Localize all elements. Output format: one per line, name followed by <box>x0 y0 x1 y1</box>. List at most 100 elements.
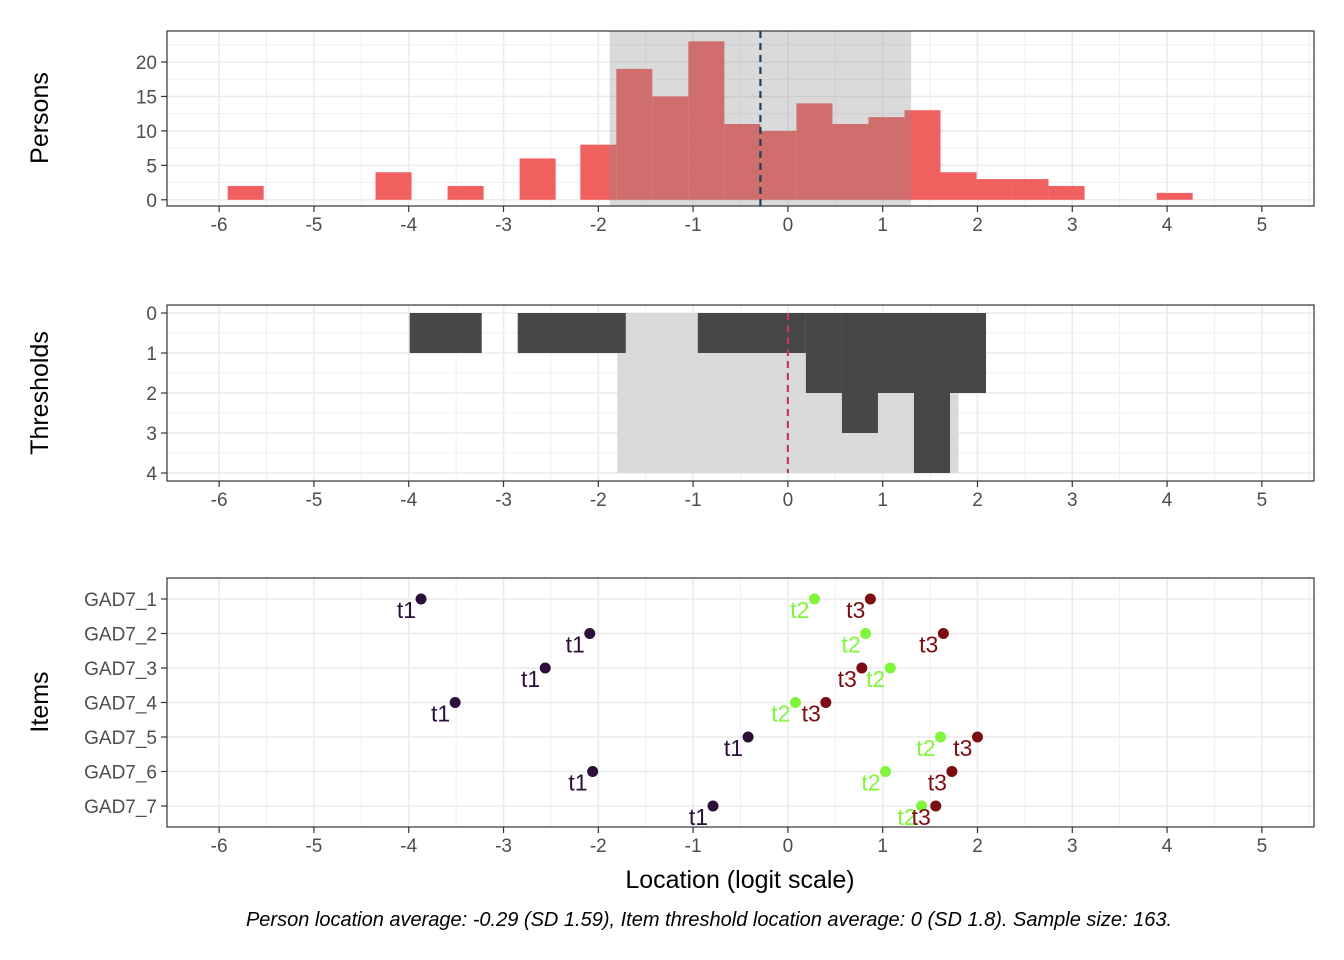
threshold-point-label: t2 <box>866 666 885 692</box>
threshold-point <box>415 593 427 605</box>
x-tick-label: 5 <box>1257 836 1268 857</box>
x-tick-label: -1 <box>685 836 702 857</box>
threshold-point <box>971 731 983 743</box>
person-bar <box>868 117 905 200</box>
y-tick-label: 3 <box>146 424 157 445</box>
x-tick-label: -3 <box>495 836 512 857</box>
person-bar <box>940 172 977 200</box>
x-tick-label: 4 <box>1162 490 1173 511</box>
threshold-point-label: t3 <box>846 597 865 623</box>
items-y-ticks: GAD7_1 GAD7_2 GAD7_3 GAD7_4 GAD7_5 GAD7_6 GAD7… <box>84 590 167 818</box>
x-tick-label: -6 <box>211 215 228 236</box>
threshold-point <box>539 662 551 674</box>
items-x-ticks: -6 -5 -4 -3 -2 -1 0 1 2 3 4 5 <box>211 827 1267 857</box>
threshold-point <box>937 628 949 639</box>
person-bar <box>580 144 617 200</box>
x-tick-label: -3 <box>495 490 512 511</box>
person-bar <box>227 186 264 200</box>
y-tick-label: 15 <box>136 87 157 108</box>
x-tick-label: -2 <box>590 836 607 857</box>
x-tick-label: -1 <box>685 490 702 511</box>
threshold-point-label: t1 <box>689 804 708 830</box>
x-tick-label: -2 <box>590 215 607 236</box>
y-tick-label: 10 <box>136 122 157 143</box>
threshold-point-label: t3 <box>838 666 857 692</box>
x-tick-label: -5 <box>305 490 322 511</box>
person-bar <box>447 186 484 200</box>
items-y-axis-label: Items <box>26 671 54 732</box>
threshold-bar <box>949 313 987 393</box>
x-tick-label: -3 <box>495 215 512 236</box>
x-tick-label: -6 <box>211 836 228 857</box>
persons-y-ticks: 0 5 10 15 20 <box>136 53 167 212</box>
threshold-point <box>860 628 872 639</box>
person-bar <box>1012 179 1049 200</box>
threshold-point-label: t2 <box>916 735 935 761</box>
x-tick-label: 5 <box>1257 490 1268 511</box>
person-bar <box>796 103 833 200</box>
threshold-point-label: t2 <box>771 701 790 727</box>
threshold-point-label: t3 <box>912 804 931 830</box>
thresholds-bars <box>409 313 987 473</box>
threshold-point <box>707 800 719 812</box>
person-bar <box>832 124 869 200</box>
thresholds-y-ticks: 0 1 2 3 4 <box>146 304 167 485</box>
person-bar <box>652 96 689 200</box>
x-tick-label: -1 <box>685 215 702 236</box>
threshold-point-label: t3 <box>928 770 947 796</box>
threshold-point-label: t3 <box>802 701 821 727</box>
y-tick-label: 0 <box>146 304 157 325</box>
x-tick-label: -5 <box>305 836 322 857</box>
x-tick-label: 0 <box>783 215 794 236</box>
threshold-bar <box>517 313 626 353</box>
x-tick-label: 3 <box>1067 836 1078 857</box>
threshold-point-label: t1 <box>566 632 585 658</box>
item-label: GAD7_7 <box>84 797 157 818</box>
x-tick-label: 0 <box>783 836 794 857</box>
threshold-point-label: t1 <box>568 770 587 796</box>
persons-panel-border <box>166 30 1315 207</box>
x-tick-label: 5 <box>1257 215 1268 236</box>
threshold-bar <box>913 313 950 473</box>
x-tick-label: 4 <box>1162 215 1173 236</box>
threshold-point <box>864 593 876 605</box>
item-label: GAD7_1 <box>84 590 157 611</box>
threshold-bar <box>805 313 842 393</box>
y-tick-label: 0 <box>146 191 157 212</box>
x-tick-label: 1 <box>877 215 888 236</box>
threshold-point-label: t2 <box>861 770 880 796</box>
threshold-bar <box>877 313 914 393</box>
x-tick-label: 3 <box>1067 490 1078 511</box>
person-bar <box>1048 186 1085 200</box>
threshold-point-label: t2 <box>841 632 860 658</box>
persons-y-axis-label: Persons <box>26 72 54 164</box>
x-tick-label: 2 <box>972 215 983 236</box>
person-bar <box>904 110 941 200</box>
threshold-point <box>808 593 820 605</box>
threshold-point <box>742 731 754 743</box>
threshold-point <box>916 800 928 812</box>
item-label: GAD7_4 <box>84 694 157 715</box>
x-tick-label: 2 <box>972 836 983 857</box>
threshold-point <box>449 697 461 708</box>
y-tick-label: 1 <box>146 344 157 365</box>
item-label: GAD7_3 <box>84 659 157 680</box>
person-bar <box>976 179 1013 200</box>
x-axis-label: Location (logit scale) <box>625 866 854 894</box>
person-bar <box>1156 192 1193 200</box>
item-label: GAD7_2 <box>84 625 157 646</box>
x-tick-label: 1 <box>877 490 888 511</box>
person-bar <box>760 130 797 200</box>
person-bar <box>375 172 412 200</box>
x-tick-label: -4 <box>400 490 417 511</box>
threshold-point <box>935 731 947 743</box>
item-label: GAD7_6 <box>84 763 157 784</box>
x-tick-label: 4 <box>1162 836 1173 857</box>
persons-panel: 0 5 10 15 20 -6 -5 -4 -3 -2 -1 0 1 2 3 4 5 Persons <box>26 30 1315 236</box>
threshold-point-label: t1 <box>397 597 416 623</box>
x-tick-label: 2 <box>972 490 983 511</box>
threshold-point-label: t3 <box>919 632 938 658</box>
x-tick-label: -4 <box>400 836 417 857</box>
threshold-point <box>884 662 896 674</box>
